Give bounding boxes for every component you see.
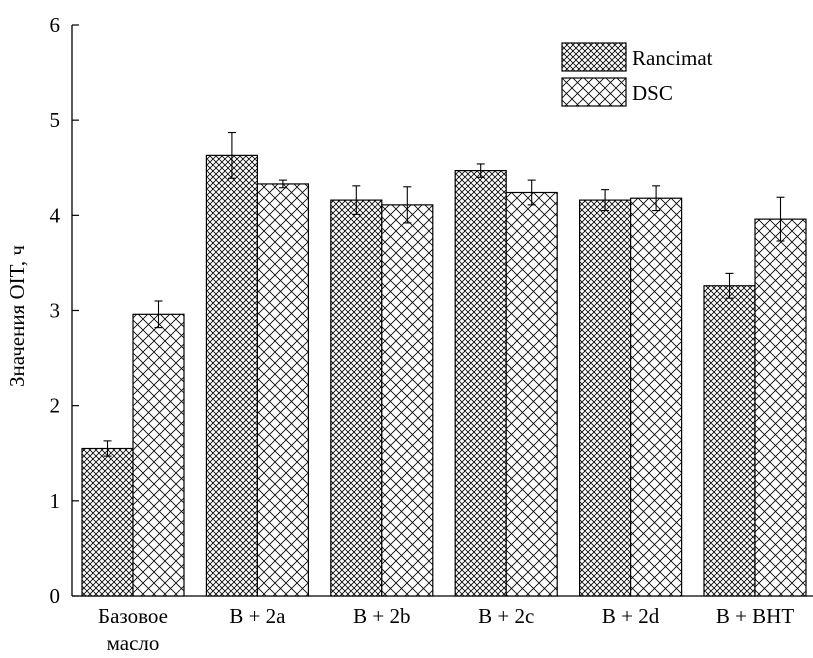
y-tick-label: 5 bbox=[50, 108, 61, 132]
x-tick-label-line: B + BHT bbox=[716, 604, 795, 628]
bar-rancimat-3 bbox=[454, 170, 507, 597]
y-tick-label: 6 bbox=[50, 13, 61, 37]
legend: Rancimat DSC bbox=[561, 42, 713, 107]
bar-dsc-0 bbox=[132, 313, 185, 597]
x-tick-label-line: масло bbox=[107, 631, 160, 655]
legend-label-rancimat: Rancimat bbox=[632, 46, 713, 70]
x-tick-label-line: B + 2b bbox=[353, 604, 410, 628]
x-tick-label: Базовое масло bbox=[98, 604, 168, 655]
bar-rancimat-0 bbox=[81, 447, 134, 597]
y-tick-label: 0 bbox=[50, 584, 61, 608]
bar-dsc-1 bbox=[256, 183, 309, 597]
y-axis-ticks: 0 1 2 3 4 5 6 bbox=[50, 13, 79, 608]
bar-dsc-5 bbox=[754, 218, 807, 597]
bar-rancimat-5 bbox=[703, 285, 756, 597]
x-tick-label-line: B + 2a bbox=[229, 604, 286, 628]
x-tick-label: B + 2d bbox=[602, 604, 660, 628]
y-tick-label: 3 bbox=[50, 299, 61, 323]
x-tick-label-line: B + 2d bbox=[602, 604, 660, 628]
bars bbox=[81, 154, 807, 597]
legend-swatch-rancimat bbox=[561, 42, 627, 72]
x-tick-label: B + 2a bbox=[229, 604, 286, 628]
error-bars bbox=[103, 131, 785, 457]
bar-dsc-4 bbox=[629, 197, 683, 597]
y-axis-label: Значения OIT, ч bbox=[5, 245, 29, 387]
x-tick-label: B + 2b bbox=[353, 604, 410, 628]
bar-rancimat-4 bbox=[578, 199, 632, 597]
x-tick-label: B + BHT bbox=[716, 604, 795, 628]
legend-label-dsc: DSC bbox=[632, 81, 673, 105]
bar-dsc-2 bbox=[381, 204, 434, 597]
y-tick-label: 2 bbox=[50, 394, 61, 418]
y-tick-label: 4 bbox=[50, 203, 61, 227]
bar-rancimat-1 bbox=[205, 154, 258, 597]
x-tick-label-line: B + 2c bbox=[478, 604, 534, 628]
legend-swatch-dsc bbox=[561, 77, 627, 107]
y-tick-label: 1 bbox=[50, 489, 61, 513]
bar-rancimat-2 bbox=[330, 199, 383, 597]
bar-dsc-3 bbox=[505, 191, 558, 597]
x-tick-label: B + 2c bbox=[478, 604, 534, 628]
x-axis-ticks: Базовое масло B + 2a B + 2b B + 2c B + 2d B + … bbox=[98, 604, 794, 655]
x-tick-label-line: Базовое bbox=[98, 604, 168, 628]
